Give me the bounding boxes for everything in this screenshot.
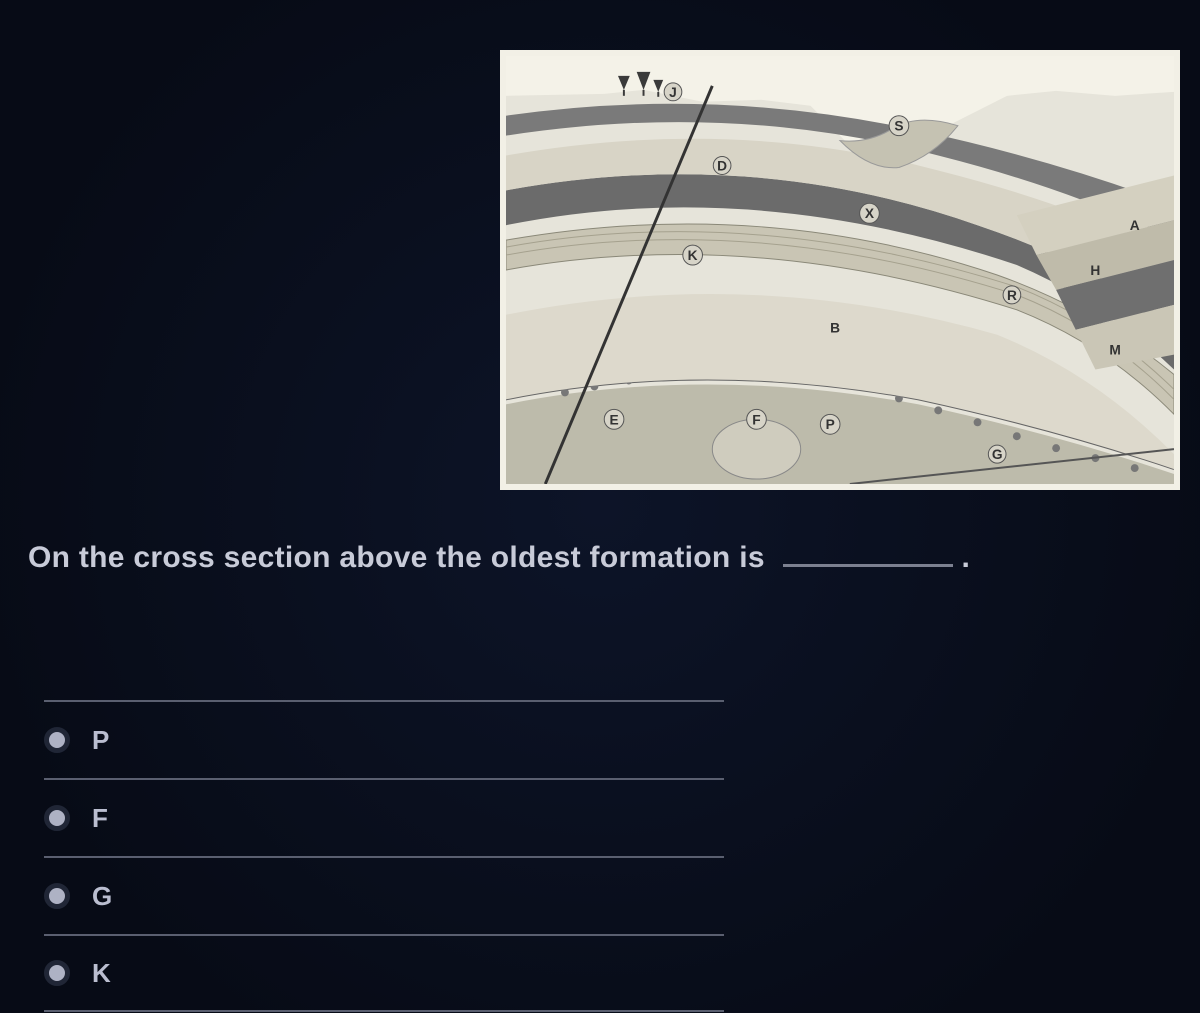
label-A: A (1130, 217, 1140, 233)
label-D: D (717, 157, 727, 173)
label-J: J (669, 84, 677, 100)
blank-line (783, 540, 953, 567)
label-M: M (1109, 342, 1120, 358)
label-X: X (865, 205, 875, 221)
label-H: H (1090, 262, 1100, 278)
option-label: F (92, 803, 108, 834)
label-E: E (609, 411, 618, 427)
option-G[interactable]: G (44, 856, 724, 934)
option-F[interactable]: F (44, 778, 724, 856)
option-K[interactable]: K (44, 934, 724, 1012)
label-R: R (1007, 287, 1017, 303)
question-after: . (961, 541, 970, 574)
option-label: P (92, 725, 109, 756)
radio-icon (44, 883, 70, 909)
label-B: B (830, 320, 840, 336)
label-K: K (688, 247, 698, 263)
radio-icon (44, 805, 70, 831)
label-P: P (826, 416, 835, 432)
question-before: On the cross section above the oldest fo… (28, 541, 765, 574)
label-F: F (752, 411, 760, 427)
cross-section-diagram: J S D X K A H R B M E F P G (500, 50, 1180, 490)
label-S: S (894, 118, 903, 134)
options-list: P F G K (44, 700, 724, 1012)
radio-icon (44, 727, 70, 753)
option-P[interactable]: P (44, 700, 724, 778)
label-G: G (992, 446, 1003, 462)
question-text: On the cross section above the oldest fo… (28, 540, 970, 575)
option-label: K (92, 958, 111, 989)
option-label: G (92, 881, 112, 912)
radio-icon (44, 960, 70, 986)
